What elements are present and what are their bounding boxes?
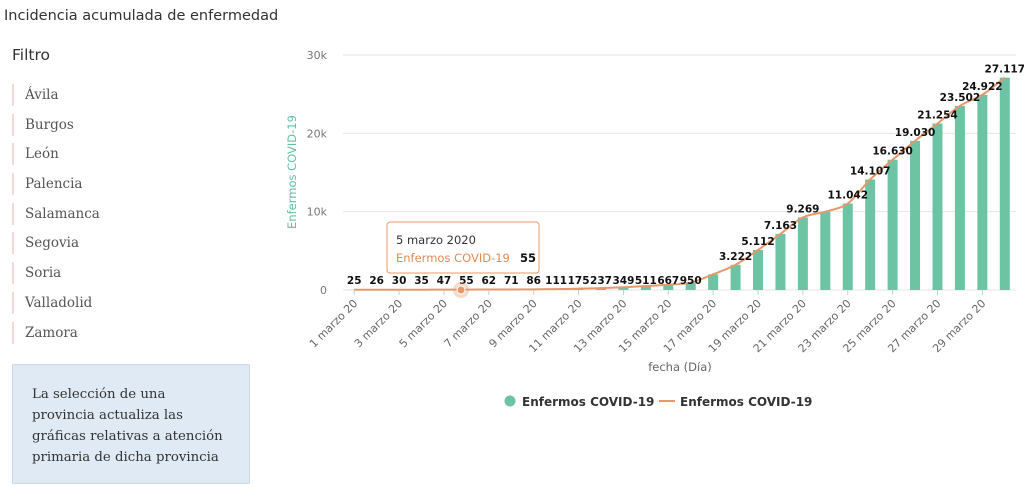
tooltip-series-row: Enfermos COVID-19 55 <box>396 247 536 266</box>
legend: Enfermos COVID-19 Enfermos COVID-19 <box>504 395 812 409</box>
tooltip-date: 5 marzo 2020 <box>396 233 476 247</box>
y-tick-label: 30k <box>307 49 328 62</box>
province-filter-item[interactable]: Ávila <box>12 84 100 106</box>
tooltip-series-name: Enfermos COVID-19 <box>396 251 510 265</box>
bar[interactable] <box>954 105 965 290</box>
data-label: 7.163 <box>764 220 797 232</box>
bar[interactable] <box>640 285 651 290</box>
filter-title: Filtro <box>12 46 50 64</box>
province-filter-item[interactable]: Burgos <box>12 113 100 136</box>
bar[interactable] <box>932 123 943 290</box>
legend-item-line[interactable]: Enfermos COVID-19 <box>659 395 812 409</box>
data-label: 24.922 <box>962 81 1003 93</box>
bar[interactable] <box>797 217 808 290</box>
bar[interactable] <box>999 77 1010 290</box>
y-axis-title: Enfermos COVID-19 <box>285 115 299 229</box>
y-axis: 0 10k 20k 30k <box>307 49 328 297</box>
bar[interactable] <box>663 284 674 290</box>
legend-bar-marker <box>504 395 516 407</box>
data-label: 9.269 <box>786 203 819 215</box>
data-label: 47 <box>437 275 452 287</box>
data-label: 511 <box>635 275 657 287</box>
data-labels: 25 26 30 35 47 55 62 71 86 111 175 237 349 511 667 950 3… <box>347 64 1024 287</box>
info-box: La selección de una provincia actualiza … <box>12 364 250 484</box>
bar[interactable] <box>708 274 719 290</box>
bar[interactable] <box>820 211 831 290</box>
tooltip: 5 marzo 2020 Enfermos COVID-19 55 <box>386 221 540 274</box>
bar[interactable] <box>977 94 988 290</box>
info-box-text: La selección de una provincia actualiza … <box>32 387 223 465</box>
data-label: 175 <box>568 275 590 287</box>
province-filter-item[interactable]: Salamanca <box>12 202 100 225</box>
tooltip-box <box>386 221 540 274</box>
bar[interactable] <box>753 249 764 290</box>
data-label: 950 <box>680 275 702 287</box>
data-label: 14.107 <box>850 165 891 177</box>
data-label: 237 <box>590 275 612 287</box>
page-title: Incidencia acumulada de enfermedad <box>4 8 279 24</box>
bar[interactable] <box>685 282 696 290</box>
bar[interactable] <box>842 203 853 290</box>
data-label: 30 <box>392 275 407 287</box>
province-filter-list: Ávila Burgos León Palencia Salamanca Seg… <box>12 84 100 351</box>
legend-bar-label: Enfermos COVID-19 <box>522 395 654 409</box>
y-tick-label: 10k <box>307 206 328 219</box>
data-label: 5.112 <box>741 236 774 248</box>
data-label: 21.254 <box>917 110 958 122</box>
bar[interactable] <box>775 233 786 290</box>
data-label: 55 <box>459 275 474 287</box>
x-axis-title: fecha (Día) <box>648 360 712 374</box>
bar[interactable] <box>910 140 921 290</box>
data-label: 3.222 <box>719 251 752 263</box>
data-label: 111 <box>545 275 567 287</box>
data-label: 19.030 <box>895 127 936 139</box>
data-label: 349 <box>612 275 634 287</box>
data-label: 25 <box>347 275 362 287</box>
legend-line-label: Enfermos COVID-19 <box>680 395 812 409</box>
bar-series[interactable] <box>349 77 1010 290</box>
data-label: 35 <box>414 275 429 287</box>
data-label: 26 <box>369 275 384 287</box>
bar[interactable] <box>887 159 898 290</box>
province-filter-item[interactable]: Soria <box>12 262 100 285</box>
province-filter-item[interactable]: Palencia <box>12 173 100 196</box>
data-label: 71 <box>504 275 519 287</box>
data-label: 27.117 <box>985 64 1024 76</box>
data-label: 62 <box>482 275 497 287</box>
x-axis: 1 marzo 203 marzo 205 marzo 207 marzo 20… <box>307 290 988 355</box>
bar[interactable] <box>618 287 629 290</box>
data-label: 16.630 <box>872 146 913 158</box>
y-tick-label: 0 <box>320 284 327 297</box>
data-label: 86 <box>526 275 541 287</box>
tooltip-value: 55 <box>520 251 536 265</box>
legend-item-bars[interactable]: Enfermos COVID-19 <box>504 395 655 409</box>
hover-marker <box>453 282 469 298</box>
data-label: 23.502 <box>940 92 981 104</box>
y-tick-label: 20k <box>307 127 328 140</box>
province-filter-item[interactable]: Segovia <box>12 232 100 255</box>
hover-marker-dot <box>456 285 466 295</box>
data-label: 11.042 <box>827 190 868 202</box>
province-filter-item[interactable]: León <box>12 143 100 166</box>
province-filter-item[interactable]: Valladolid <box>12 291 100 314</box>
province-filter-item[interactable]: Zamora <box>12 321 100 344</box>
bar[interactable] <box>865 179 876 290</box>
bar[interactable] <box>730 264 741 290</box>
data-label: 667 <box>657 275 679 287</box>
